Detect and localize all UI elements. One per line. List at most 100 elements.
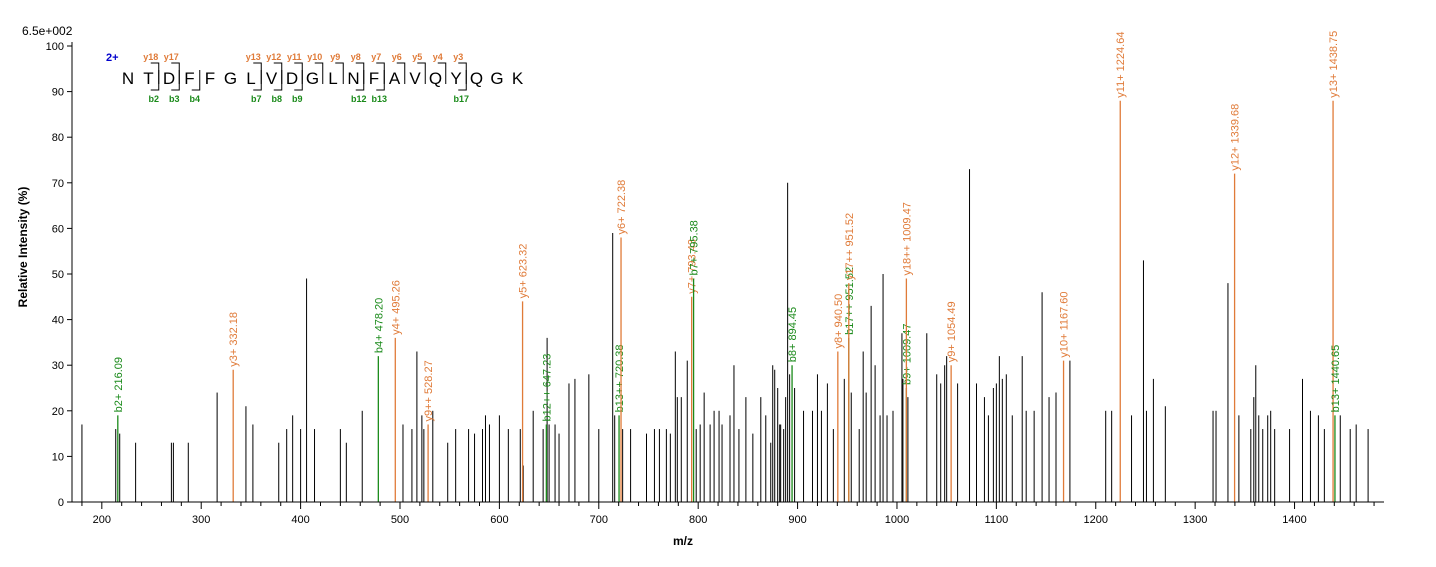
y-tick-label: 30 xyxy=(52,360,64,372)
sequence-residue: G xyxy=(490,69,503,88)
sequence-residue: D xyxy=(286,69,298,88)
y-tick-label: 0 xyxy=(58,497,64,509)
y-tick-label: 70 xyxy=(52,178,64,190)
annotated-peak-label: b4+ 478.20 xyxy=(373,298,385,353)
b-fragment-mark xyxy=(376,70,385,91)
x-tick-label: 700 xyxy=(590,514,608,526)
y-tick-label: 90 xyxy=(52,87,64,99)
annotated-peak-label: y9+ 1054.49 xyxy=(946,301,958,362)
annotated-peak-label: y13+ 1438.75 xyxy=(1328,31,1340,98)
x-tick-label: 1400 xyxy=(1282,514,1306,526)
annotated-peak-label: b7+ 795.38 xyxy=(689,220,701,275)
x-axis-title: m/z xyxy=(673,534,693,548)
y-tick-label: 20 xyxy=(52,406,64,418)
sequence-residue: G xyxy=(306,69,319,88)
b-fragment-label: b2 xyxy=(148,94,159,104)
axes-layer: 0 10 20 30 40 50 60 70 80 90 100 200 300 400 500 600 700… xyxy=(46,41,1384,526)
sequence-residue: A xyxy=(389,69,401,88)
peaks-layer xyxy=(81,169,1369,502)
annotated-peak-label: y11+ 1224.64 xyxy=(1115,32,1127,98)
scale-label: 6.5e+002 xyxy=(22,24,73,38)
y-fragment-label: y17 xyxy=(164,52,179,62)
sequence-residue: Q xyxy=(470,69,483,88)
b-fragment-mark xyxy=(191,70,201,91)
x-tick-label: 900 xyxy=(788,514,806,526)
y-fragment-label: y5 xyxy=(412,52,422,62)
y-tick-label: 10 xyxy=(52,451,64,463)
annotated-peak-label: b13++ 720.38 xyxy=(614,344,626,412)
x-tick-label: 1100 xyxy=(985,514,1009,526)
sequence-residue: F xyxy=(184,69,194,88)
sequence-residue: D xyxy=(163,69,175,88)
b-fragment-mark xyxy=(150,70,160,91)
sequence-residue: V xyxy=(266,69,278,88)
b-fragment-mark xyxy=(355,70,365,91)
annotated-peak-label: y17++ 951.52 xyxy=(844,213,856,280)
annotated-peak-label: b9+ 1009.47 xyxy=(901,324,913,385)
y-axis-title: Relative Intensity (%) xyxy=(16,187,30,308)
annotated-peak-label: b2+ 216.09 xyxy=(113,357,125,412)
y-fragment-label: y13 xyxy=(246,52,261,62)
b-fragment-label: b12 xyxy=(351,94,367,104)
sequence-residue: N xyxy=(122,69,134,88)
sequence-residue: Y xyxy=(450,69,461,88)
y-fragment-mark xyxy=(437,62,447,84)
y-fragment-label: y7 xyxy=(371,52,381,62)
x-tick-label: 1000 xyxy=(885,514,909,526)
y-fragment-label: y18 xyxy=(143,52,158,62)
b-fragment-mark xyxy=(253,70,262,91)
x-tick-label: 600 xyxy=(490,514,508,526)
annotated-peak-label: y10+ 1167.60 xyxy=(1059,291,1071,357)
sequence-residue: N xyxy=(347,69,359,88)
sequence-residue: K xyxy=(512,69,524,88)
annotated-peak-label: y5+ 623.32 xyxy=(518,244,530,299)
x-tick-label: 1300 xyxy=(1183,514,1207,526)
sequence-residue: L xyxy=(328,69,337,88)
b-fragment-label: b3 xyxy=(169,94,180,104)
annotated-peak-label: b8+ 894.45 xyxy=(787,307,799,362)
annotated-peak-label: y9++ 528.27 xyxy=(423,360,435,421)
sequence-residue: Q xyxy=(429,69,442,88)
b-fragment-label: b13 xyxy=(371,94,387,104)
annotated-peak-label: b13+ 1440.65 xyxy=(1330,345,1342,413)
b-fragment-mark xyxy=(294,70,303,91)
x-tick-label: 500 xyxy=(391,514,409,526)
y-tick-label: 50 xyxy=(52,269,64,281)
annotated-peak-label: b12++ 647.23 xyxy=(541,354,553,422)
y-fragment-label: y9 xyxy=(330,52,340,62)
sequence-residue: L xyxy=(246,69,255,88)
x-tick-label: 400 xyxy=(291,514,309,526)
y-fragment-mark xyxy=(417,62,426,84)
b-fragment-mark xyxy=(171,70,180,91)
b-fragment-label: b9 xyxy=(292,94,303,104)
y-tick-label: 80 xyxy=(52,132,64,144)
annotated-peak-label: y18++ 1009.47 xyxy=(901,202,913,275)
b-fragment-mark xyxy=(458,70,467,91)
x-tick-label: 200 xyxy=(93,514,111,526)
b-fragment-label: b17 xyxy=(453,94,469,104)
y-fragment-label: y8 xyxy=(351,52,361,62)
y-tick-label: 40 xyxy=(52,315,64,327)
charge-label: 2+ xyxy=(106,52,119,64)
sequence-residue: T xyxy=(143,69,153,88)
y-fragment-label: y11 xyxy=(287,52,302,62)
x-tick-label: 1200 xyxy=(1084,514,1108,526)
annotated-peak-label: b17++ 951.52 xyxy=(844,267,856,335)
y-fragment-label: y10 xyxy=(307,52,322,62)
sequence-residue: V xyxy=(409,69,421,88)
annotated-peak-label: y8+ 940.50 xyxy=(833,294,845,349)
x-tick-label: 300 xyxy=(192,514,210,526)
sequence-residue: G xyxy=(224,69,237,88)
y-fragment-mark xyxy=(314,62,324,84)
b-fragment-label: b8 xyxy=(271,94,282,104)
y-fragment-label: y12 xyxy=(266,52,281,62)
y-fragment-label: y4 xyxy=(433,52,443,62)
annotated-peaks-layer: b2+ 216.09 y3+ 332.18 b4+ 478.20 y4+ 495.26… xyxy=(113,31,1342,502)
sequence-residue: F xyxy=(369,69,379,88)
y-fragment-mark xyxy=(396,62,406,84)
y-tick-label: 60 xyxy=(52,223,64,235)
y-tick-label: 100 xyxy=(46,41,64,53)
